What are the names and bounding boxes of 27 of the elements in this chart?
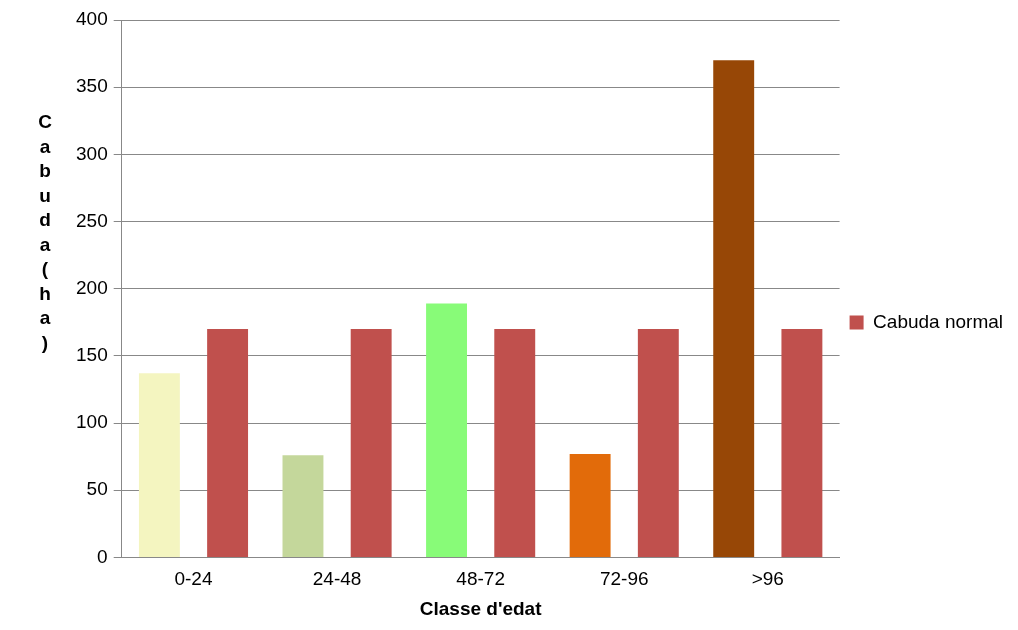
legend-label: Cabuda normal bbox=[873, 310, 1004, 332]
y-tick-label: 50 bbox=[86, 478, 108, 500]
bar bbox=[713, 60, 755, 557]
x-tick-label: 48-72 bbox=[456, 568, 505, 590]
y-tick-label: 350 bbox=[76, 75, 108, 97]
y-tick-label: 0 bbox=[97, 545, 108, 567]
text: Cabuda (ha) bbox=[38, 111, 52, 353]
bar bbox=[569, 453, 611, 557]
y-tick-label: 250 bbox=[76, 209, 108, 231]
y-tick-label: 150 bbox=[76, 344, 108, 366]
x-tick-label: 0-24 bbox=[174, 568, 213, 590]
y-tick-label: 200 bbox=[76, 276, 108, 298]
bar bbox=[494, 329, 536, 557]
bar bbox=[637, 329, 679, 557]
bar bbox=[207, 329, 249, 557]
y-tick-label: 300 bbox=[76, 142, 108, 164]
bar bbox=[426, 303, 468, 557]
y-tick-label: 100 bbox=[76, 411, 108, 433]
x-axis-title: Classe d'edat bbox=[419, 597, 543, 619]
bar bbox=[781, 329, 823, 557]
x-tick-label: 72-96 bbox=[599, 568, 649, 590]
bar bbox=[138, 373, 180, 557]
bar bbox=[350, 329, 392, 557]
x-tick-label: 24-48 bbox=[312, 568, 362, 590]
bar bbox=[282, 455, 324, 557]
y-tick-label: 400 bbox=[76, 8, 108, 30]
x-tick-label: >96 bbox=[751, 568, 784, 590]
